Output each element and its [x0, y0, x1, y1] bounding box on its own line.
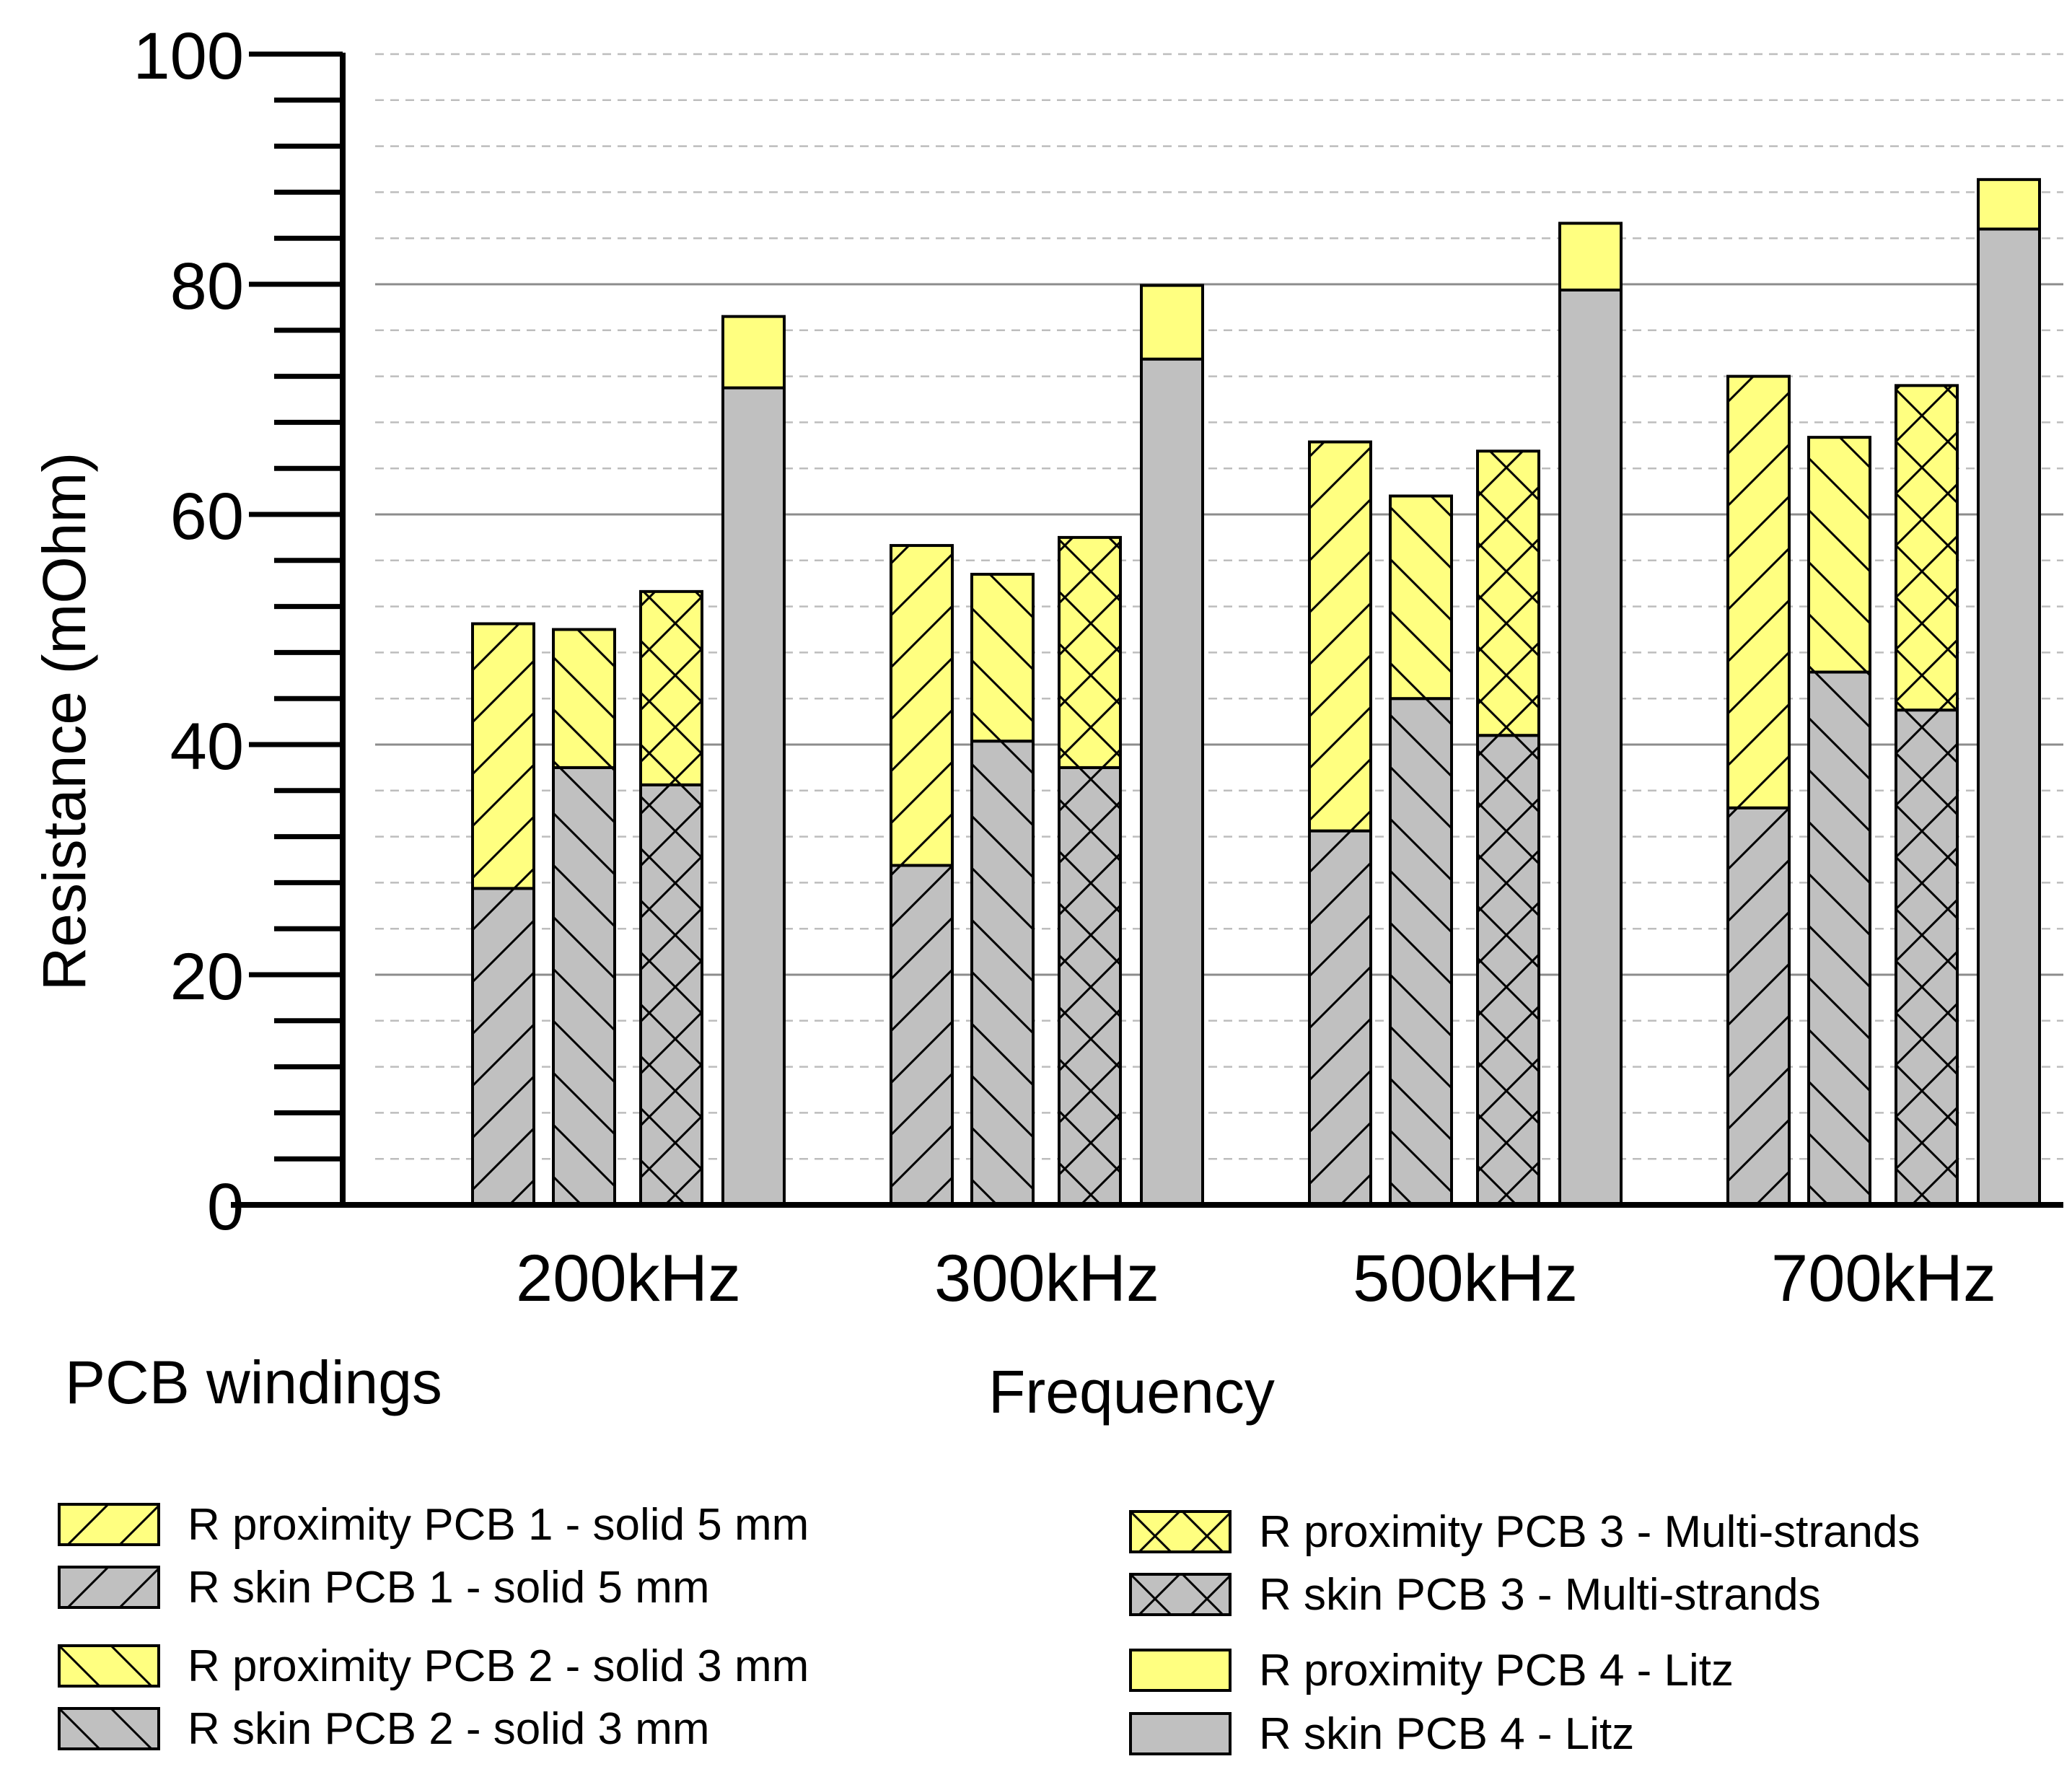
y-tick-label: 20 [170, 940, 244, 1014]
bar-proximity-pcb3-700kHz [1895, 384, 1959, 712]
bar-skin-pcb3-700kHz [1895, 708, 1959, 1206]
bar-skin-pcb2-700kHz [1807, 670, 1871, 1206]
x-axis-title: Frequency [988, 1358, 1275, 1426]
bar-skin-pcb1-700kHz [1726, 806, 1791, 1206]
bar-skin-pcb2-300kHz [970, 740, 1035, 1206]
bar-skin-pcb1-500kHz [1308, 829, 1372, 1206]
bar-skin-pcb4-500kHz [1558, 288, 1623, 1207]
bar-proximity-pcb2-200kHz [552, 628, 616, 769]
bar-proximity-pcb2-700kHz [1807, 436, 1871, 674]
x-category-labels: 200kHz 300kHz 500kHz 700kHz [516, 1242, 1996, 1315]
bar-skin-pcb4-200kHz [721, 386, 786, 1206]
corner-label: PCB windings [65, 1348, 442, 1416]
bar-skin-pcb3-500kHz [1476, 734, 1540, 1206]
y-tick-label: 100 [133, 19, 245, 93]
y-axis-title: Resistance (mOhm) [30, 452, 98, 991]
bar-skin-pcb2-200kHz [552, 765, 616, 1206]
y-tick-label: 60 [170, 480, 244, 553]
y-tick-label: 40 [170, 710, 244, 784]
bar-skin-pcb2-500kHz [1389, 697, 1453, 1206]
bar-proximity-pcb2-300kHz [970, 572, 1035, 743]
x-category-label: 500kHz [1353, 1242, 1578, 1315]
x-category-label: 700kHz [1771, 1242, 1996, 1315]
bar-proximity-pcb1-700kHz [1726, 374, 1791, 810]
y-tick-labels: 0 20 40 60 80 100 [133, 19, 245, 1244]
bar-proximity-pcb4-700kHz [1977, 177, 2041, 231]
bar-skin-pcb4-300kHz [1140, 357, 1204, 1206]
bar-proximity-pcb1-500kHz [1308, 440, 1372, 833]
bar-skin-pcb3-300kHz [1058, 765, 1122, 1206]
bar-proximity-pcb2-500kHz [1389, 494, 1453, 701]
x-category-label: 300kHz [934, 1242, 1159, 1315]
bar-proximity-pcb3-300kHz [1058, 535, 1122, 769]
bar-skin-pcb1-300kHz [890, 864, 954, 1206]
axes [231, 51, 2063, 1208]
bar-skin-pcb4-700kHz [1977, 227, 2041, 1207]
bar-proximity-pcb3-500kHz [1476, 449, 1540, 737]
y-tick-label: 80 [170, 250, 244, 323]
bar-skin-pcb1-200kHz [471, 887, 535, 1206]
bar-proximity-pcb4-200kHz [721, 315, 786, 390]
bar-proximity-pcb1-200kHz [471, 622, 535, 890]
bars [471, 177, 2041, 1207]
bar-proximity-pcb4-300kHz [1140, 284, 1204, 361]
bar-skin-pcb3-200kHz [639, 783, 703, 1206]
x-category-label: 200kHz [516, 1242, 741, 1315]
bar-proximity-pcb1-300kHz [890, 544, 954, 867]
y-tick-label: 0 [207, 1170, 244, 1244]
bar-proximity-pcb4-500kHz [1558, 221, 1623, 291]
bar-proximity-pcb3-200kHz [639, 589, 703, 786]
